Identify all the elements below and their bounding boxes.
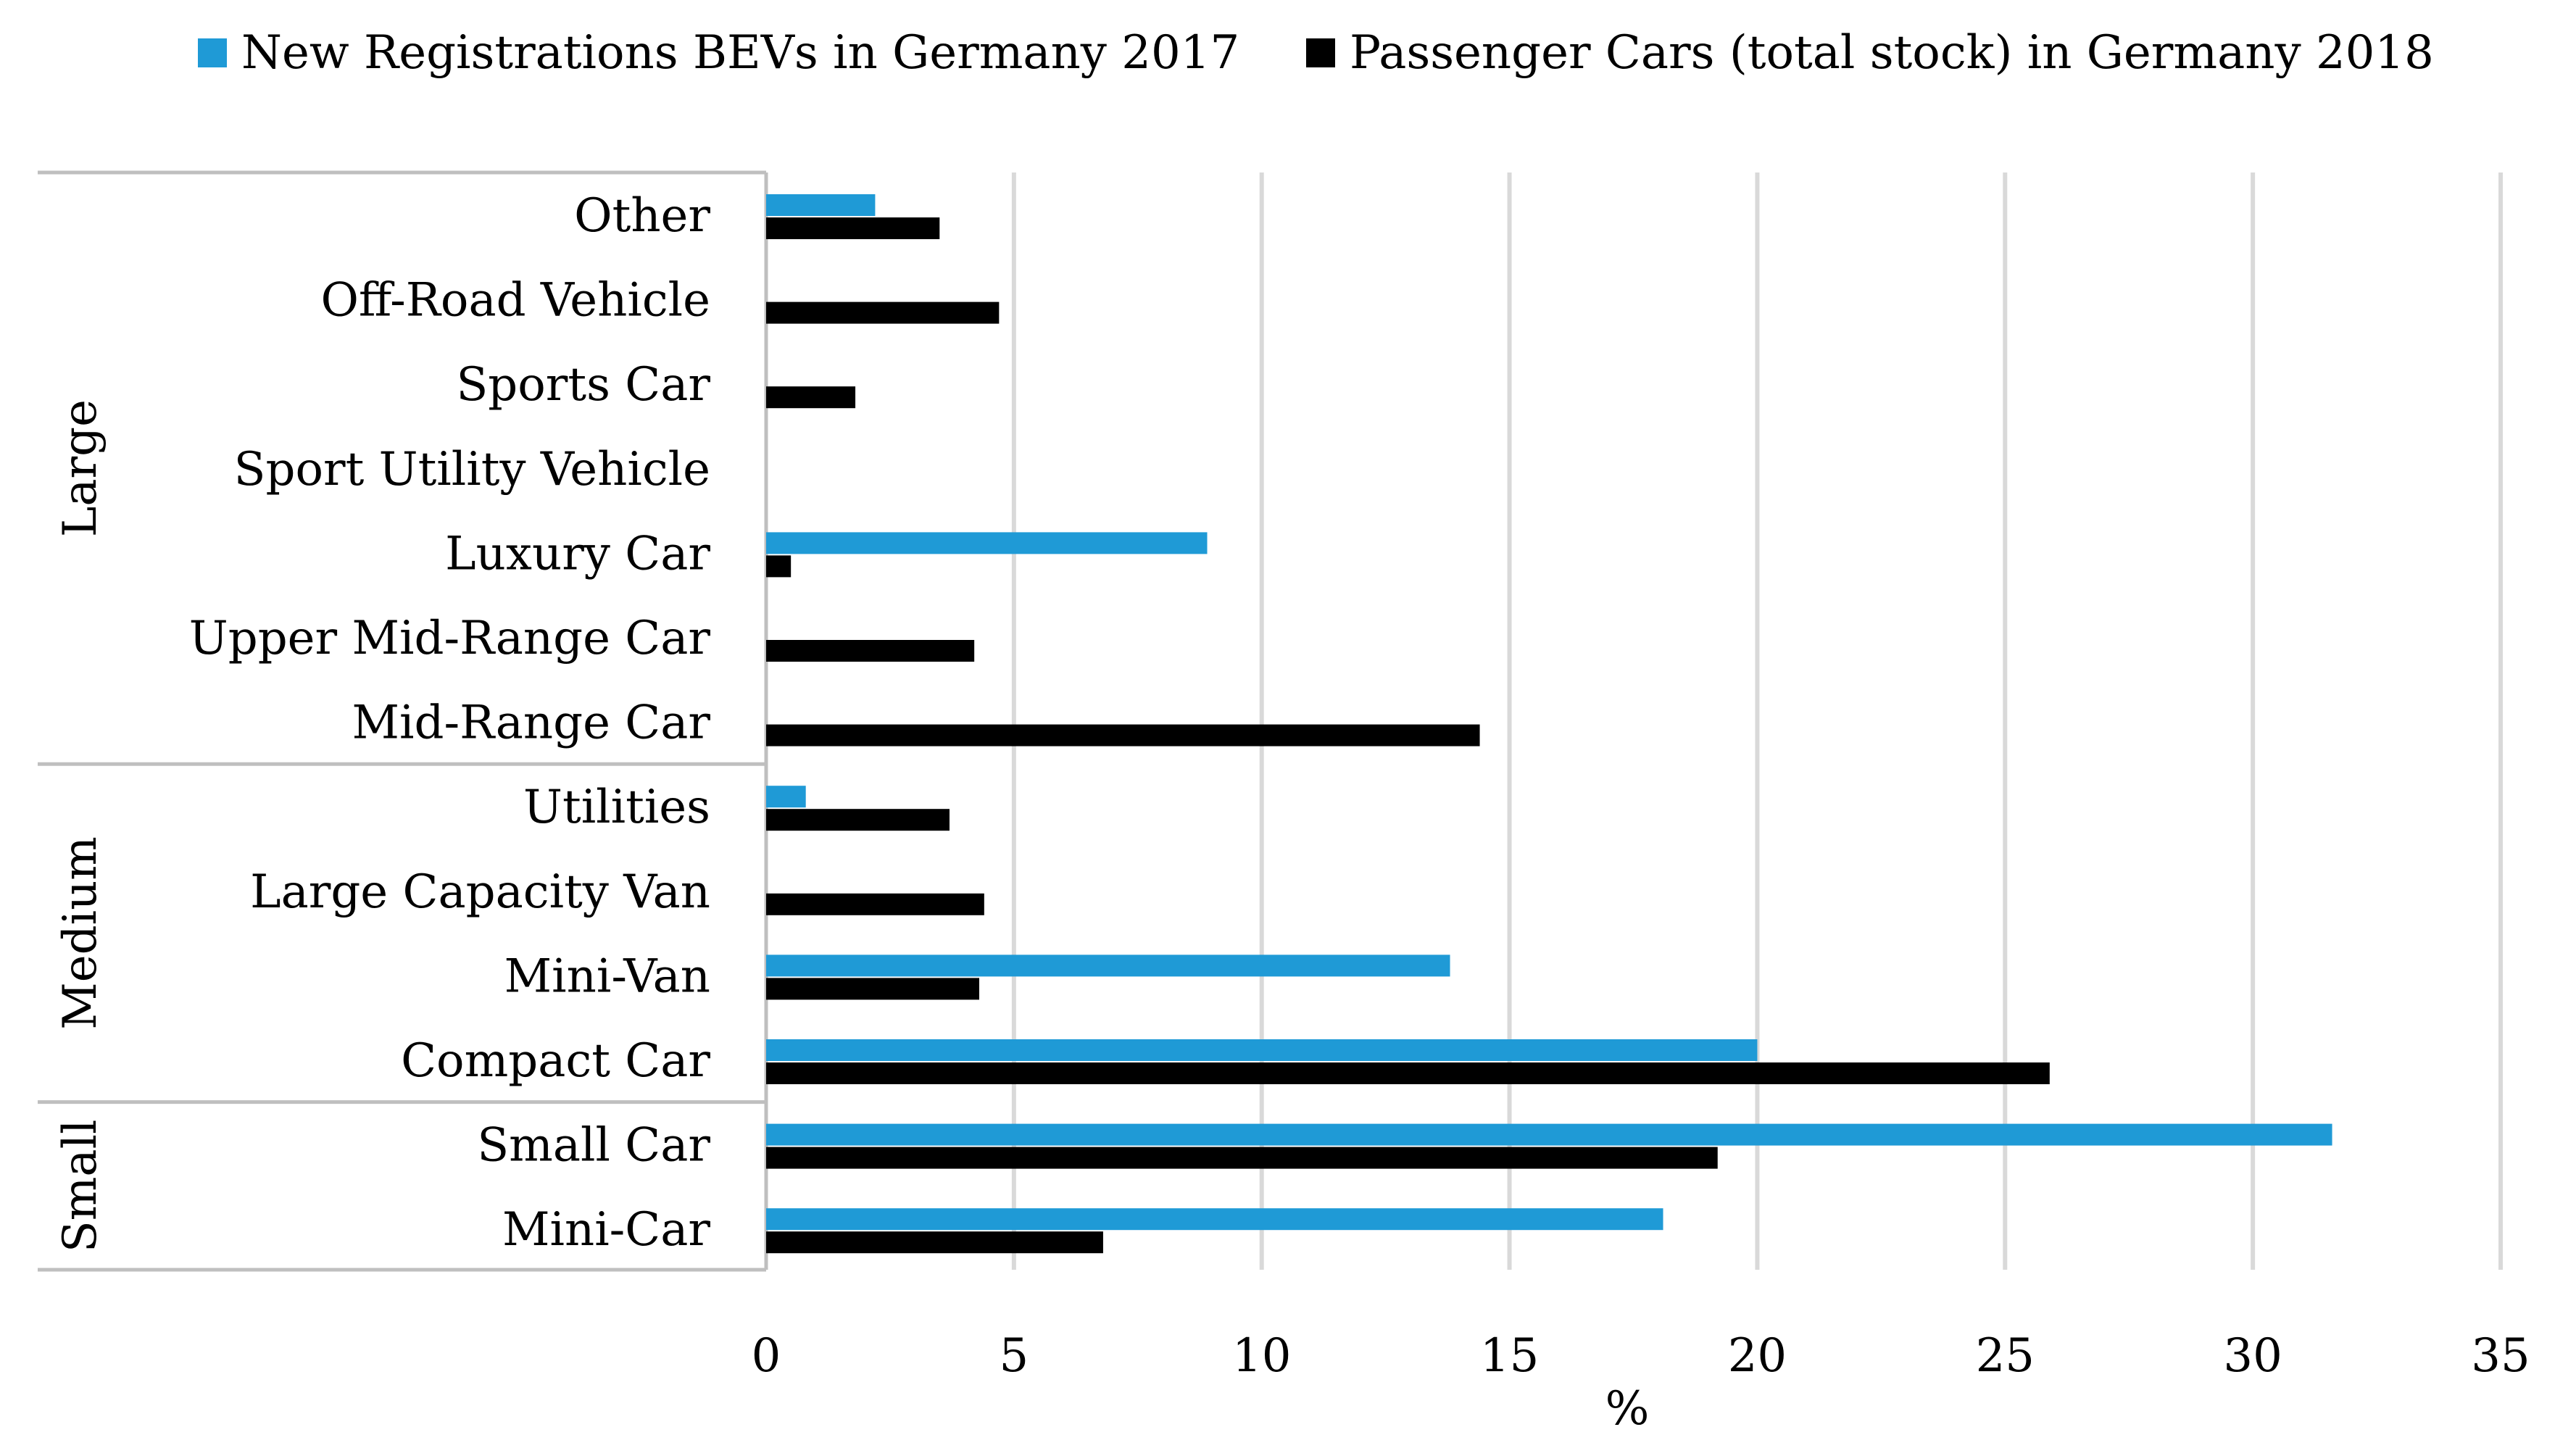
x-tick-15: 15: [1480, 1329, 1539, 1383]
x-tick-20: 20: [1728, 1329, 1787, 1383]
category-label-utilities: Utilities: [523, 781, 710, 834]
category-label-other: Other: [574, 189, 710, 243]
x-tick-0: 0: [752, 1329, 781, 1383]
bar-stock-mini-car: [766, 1231, 1103, 1254]
bar-bev-mini-van: [766, 954, 1450, 977]
bar-bev-luxury-car: [766, 532, 1208, 554]
bar-stock-off-road-vehicle: [766, 301, 1000, 324]
bar-stock-other: [766, 217, 940, 239]
bar-stock-utilities: [766, 809, 950, 831]
x-tick-10: 10: [1232, 1329, 1291, 1383]
x-tick-35: 35: [2471, 1329, 2530, 1383]
category-label-mini-car: Mini-Car: [502, 1203, 710, 1257]
legend-swatch-passenger-cars: [1306, 38, 1335, 67]
category-label-luxury-car: Luxury Car: [445, 527, 710, 581]
group-label-large: Large: [54, 399, 107, 537]
category-label-off-road-vehicle: Off-Road Vehicle: [320, 274, 710, 328]
legend: New Registrations BEVs in Germany 2017 P…: [198, 26, 2434, 80]
group-label-small: Small: [54, 1119, 107, 1252]
bar-bev-compact-car: [766, 1039, 1758, 1061]
bars: [766, 194, 2332, 1254]
group-label-medium: Medium: [54, 836, 107, 1030]
x-tick-30: 30: [2223, 1329, 2282, 1383]
x-tick-25: 25: [1976, 1329, 2035, 1383]
category-label-large-capacity-van: Large Capacity Van: [250, 865, 710, 919]
legend-label-passenger-cars: Passenger Cars (total stock) in Germany …: [1350, 26, 2434, 80]
grid-lines: [1011, 172, 2503, 1270]
category-label-small-car: Small Car: [477, 1119, 710, 1173]
bar-bev-other: [766, 194, 876, 216]
bar-stock-sports-car: [766, 386, 856, 409]
bar-stock-mini-van: [766, 978, 979, 1000]
category-label-mid-range-car: Mid-Range Car: [352, 696, 710, 750]
bar-bev-utilities: [766, 786, 806, 808]
x-tick-5: 5: [999, 1329, 1029, 1383]
category-label-compact-car: Compact Car: [401, 1034, 710, 1088]
bar-stock-large-capacity-van: [766, 893, 984, 915]
bar-stock-small-car: [766, 1147, 1718, 1169]
bar-bev-small-car: [766, 1123, 2332, 1146]
category-label-sport-utility-vehicle: Sport Utility Vehicle: [234, 443, 710, 496]
bar-stock-compact-car: [766, 1062, 2050, 1084]
category-label-upper-mid-range-car: Upper Mid-Range Car: [189, 612, 711, 665]
bar-stock-upper-mid-range-car: [766, 640, 975, 662]
x-tick-labels: 0 5 10 15 20 25 30 35: [752, 1329, 2530, 1383]
category-group-frames: Large Medium Small: [38, 170, 768, 1272]
bar-stock-luxury-car: [766, 555, 792, 578]
legend-label-bev: New Registrations BEVs in Germany 2017: [241, 26, 1239, 80]
bar-stock-mid-range-car: [766, 724, 1480, 746]
legend-swatch-bev: [198, 38, 227, 67]
bar-bev-mini-car: [766, 1208, 1663, 1231]
category-label-sports-car: Sports Car: [456, 358, 710, 412]
x-axis-title: %: [1605, 1382, 1650, 1436]
category-label-mini-van: Mini-Van: [504, 949, 710, 1003]
category-labels: Other Off-Road Vehicle Sports Car Sport Uti…: [189, 189, 711, 1257]
